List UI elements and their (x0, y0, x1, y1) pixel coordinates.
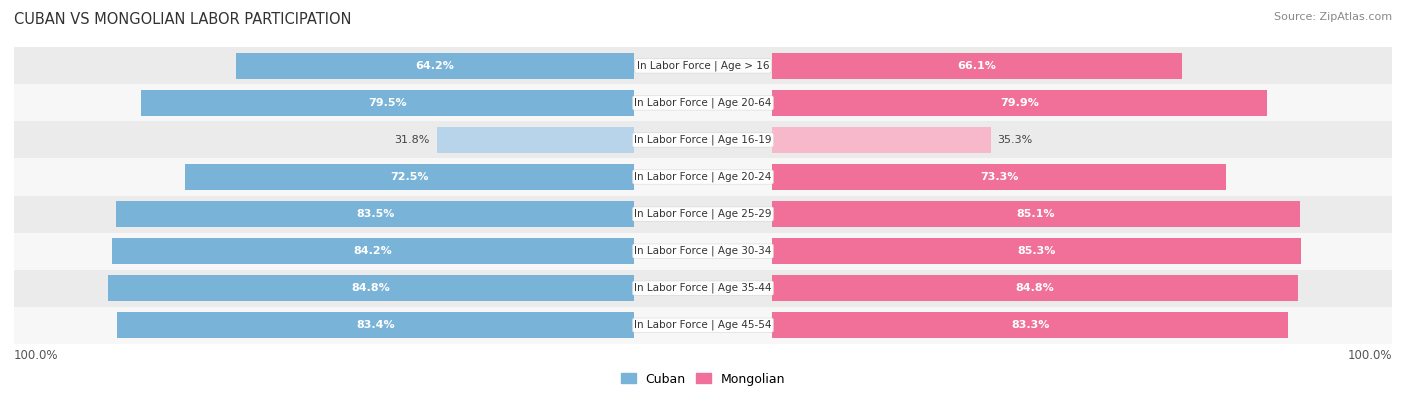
Text: 84.8%: 84.8% (352, 283, 391, 293)
Text: 64.2%: 64.2% (416, 61, 454, 71)
Text: In Labor Force | Age 30-34: In Labor Force | Age 30-34 (634, 246, 772, 256)
Text: 83.3%: 83.3% (1011, 320, 1049, 330)
Text: In Labor Force | Age 45-54: In Labor Force | Age 45-54 (634, 320, 772, 330)
Bar (772, 53, 1182, 79)
Text: 100.0%: 100.0% (14, 349, 59, 362)
Legend: Cuban, Mongolian: Cuban, Mongolian (616, 368, 790, 391)
Bar (437, 127, 634, 153)
Text: 79.5%: 79.5% (368, 98, 406, 108)
Text: 84.8%: 84.8% (1015, 283, 1054, 293)
Bar (14, 307, 1392, 344)
Text: 72.5%: 72.5% (389, 172, 429, 182)
Bar (14, 121, 1392, 158)
Text: 79.9%: 79.9% (1000, 98, 1039, 108)
Bar (772, 164, 1226, 190)
Text: 85.1%: 85.1% (1017, 209, 1054, 219)
Bar (14, 233, 1392, 269)
Bar (772, 312, 1288, 339)
Text: CUBAN VS MONGOLIAN LABOR PARTICIPATION: CUBAN VS MONGOLIAN LABOR PARTICIPATION (14, 12, 352, 27)
Text: In Labor Force | Age 25-29: In Labor Force | Age 25-29 (634, 209, 772, 219)
Text: 73.3%: 73.3% (980, 172, 1018, 182)
Bar (772, 275, 1298, 301)
Bar (772, 90, 1267, 116)
Bar (14, 47, 1392, 85)
Bar (236, 53, 634, 79)
Text: Source: ZipAtlas.com: Source: ZipAtlas.com (1274, 12, 1392, 22)
Text: 85.3%: 85.3% (1017, 246, 1056, 256)
Text: In Labor Force | Age 35-44: In Labor Force | Age 35-44 (634, 283, 772, 293)
Bar (141, 90, 634, 116)
Bar (184, 164, 634, 190)
Bar (108, 275, 634, 301)
Text: 100.0%: 100.0% (1347, 349, 1392, 362)
Text: In Labor Force | Age 16-19: In Labor Force | Age 16-19 (634, 135, 772, 145)
Text: In Labor Force | Age 20-64: In Labor Force | Age 20-64 (634, 98, 772, 108)
Bar (117, 201, 634, 228)
Text: 35.3%: 35.3% (998, 135, 1033, 145)
Bar (14, 196, 1392, 233)
Bar (112, 238, 634, 264)
Bar (14, 269, 1392, 307)
Text: 66.1%: 66.1% (957, 61, 997, 71)
Bar (772, 201, 1299, 228)
Text: In Labor Force | Age > 16: In Labor Force | Age > 16 (637, 61, 769, 71)
Bar (772, 127, 991, 153)
Text: 83.5%: 83.5% (356, 209, 395, 219)
Text: 31.8%: 31.8% (395, 135, 430, 145)
Bar (14, 158, 1392, 196)
Bar (14, 85, 1392, 121)
Bar (117, 312, 634, 339)
Bar (772, 238, 1301, 264)
Text: In Labor Force | Age 20-24: In Labor Force | Age 20-24 (634, 172, 772, 182)
Text: 83.4%: 83.4% (356, 320, 395, 330)
Text: 84.2%: 84.2% (354, 246, 392, 256)
